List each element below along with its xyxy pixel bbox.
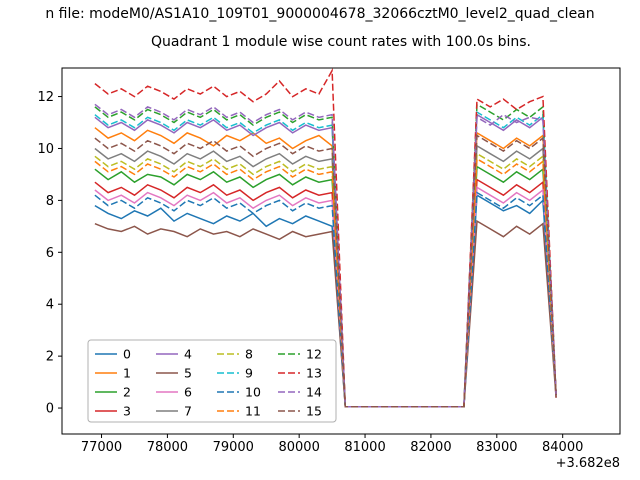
axes-title: Quadrant 1 module wise count rates with …: [151, 34, 531, 50]
legend-label-0: 0: [123, 347, 131, 362]
legend-label-13: 13: [306, 366, 322, 381]
legend-label-1: 1: [123, 366, 131, 381]
series-line-13: [94, 67, 557, 408]
legend-label-15: 15: [306, 404, 322, 419]
legend-label-2: 2: [123, 385, 131, 400]
series-line-9: [94, 110, 557, 408]
legend-label-5: 5: [184, 366, 192, 381]
y-tick-label: 6: [46, 246, 54, 261]
x-tick-label: 84000: [542, 440, 583, 455]
x-tick-label: 78000: [147, 440, 188, 455]
y-tick-label: 0: [46, 402, 54, 417]
legend-frame: [87, 339, 337, 423]
x-axis-offset-label: +3.682e8: [556, 456, 620, 471]
series-line-8: [94, 152, 557, 408]
legend-label-7: 7: [184, 404, 192, 419]
series-line-5: [94, 219, 557, 408]
legend-label-4: 4: [184, 347, 192, 362]
y-tick-label: 10: [37, 142, 54, 157]
legend-label-9: 9: [245, 366, 253, 381]
legend-label-11: 11: [245, 404, 261, 419]
series-line-1: [94, 127, 557, 408]
legend-label-8: 8: [245, 347, 253, 362]
series-line-0: [94, 193, 557, 408]
series-line-10: [94, 191, 557, 408]
x-tick-label: 80000: [278, 440, 319, 455]
series-line-12: [94, 103, 557, 408]
legend-label-6: 6: [184, 385, 192, 400]
series-line-6: [94, 186, 557, 408]
x-tick-label: 79000: [213, 440, 254, 455]
x-tick-label: 81000: [344, 440, 385, 455]
y-tick-label: 4: [46, 298, 54, 313]
y-tick-label: 8: [46, 194, 54, 209]
series-line-4: [94, 113, 557, 408]
x-tick-label: 83000: [476, 440, 517, 455]
series-line-11: [94, 157, 557, 408]
axes-frame: [61, 67, 621, 435]
legend-label-12: 12: [306, 347, 322, 362]
x-tick-label: 82000: [410, 440, 451, 455]
figure-suptitle: n file: modeM0/AS1A10_109T01_9000004678_…: [45, 6, 595, 22]
series-line-3: [94, 178, 557, 408]
legend-label-3: 3: [123, 404, 131, 419]
legend-label-14: 14: [306, 385, 322, 400]
y-tick-label: 2: [46, 350, 54, 365]
series-line-7: [94, 144, 557, 408]
legend-label-10: 10: [245, 385, 261, 400]
x-tick-label: 77000: [81, 440, 122, 455]
series-line-14: [94, 103, 557, 408]
y-tick-label: 12: [37, 90, 54, 105]
series-line-2: [94, 165, 557, 408]
series-line-15: [94, 134, 557, 408]
